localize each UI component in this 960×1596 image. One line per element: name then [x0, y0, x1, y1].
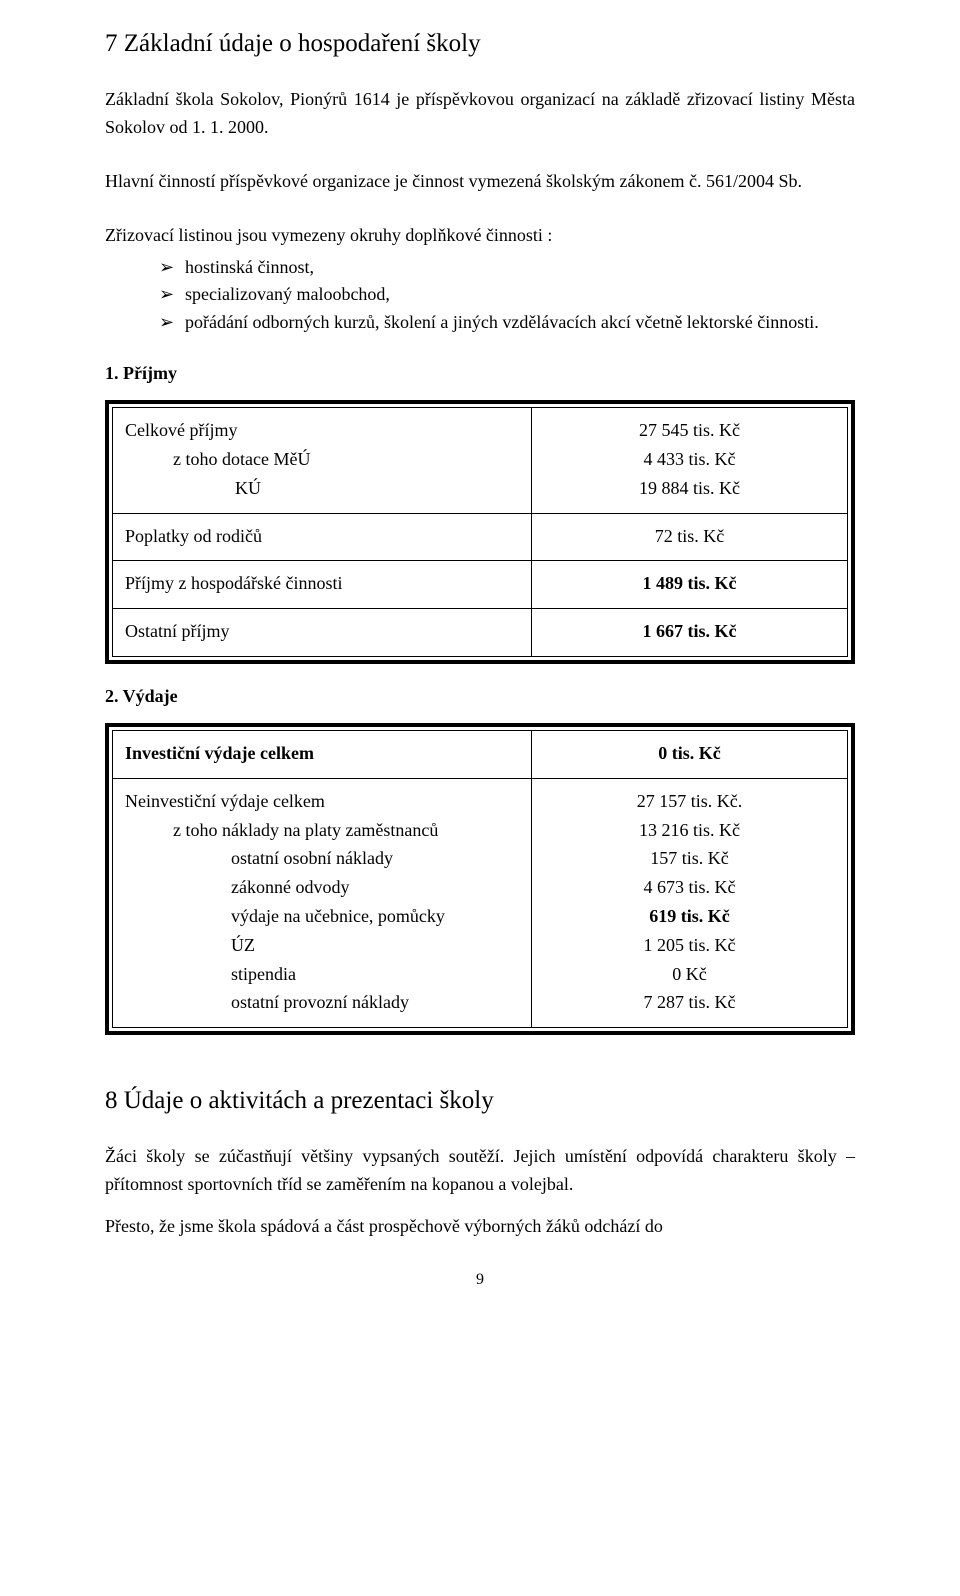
income-label: Celkové příjmy	[125, 416, 519, 445]
expense-value: 0 tis. Kč	[544, 739, 835, 768]
section8-title: 8 Údaje o aktivitách a prezentaci školy	[105, 1087, 855, 1115]
expense-label: ostatní osobní náklady	[125, 844, 519, 873]
income-value: 1 489 tis. Kč	[544, 569, 835, 598]
expense-label: zákonné odvody	[125, 873, 519, 902]
income-label: KÚ	[125, 474, 519, 503]
expense-value: 157 tis. Kč	[544, 844, 835, 873]
expense-label: z toho náklady na platy zaměstnanců	[125, 816, 519, 845]
section7-title: 7 Základní údaje o hospodaření školy	[105, 30, 855, 58]
income-value: 4 433 tis. Kč	[544, 445, 835, 474]
expense-value: 619 tis. Kč	[544, 902, 835, 931]
expense-label: ÚZ	[125, 931, 519, 960]
section8-p1: Žáci školy se zúčastňují většiny vypsaný…	[105, 1143, 855, 1199]
expense-label: Investiční výdaje celkem	[125, 739, 519, 768]
bullet-item: specializovaný maloobchod,	[159, 281, 855, 309]
expense-heading: 2. Výdaje	[105, 686, 855, 707]
section7-p1: Základní škola Sokolov, Pionýrů 1614 je …	[105, 86, 855, 142]
page-number: 9	[105, 1271, 855, 1289]
expense-value: 13 216 tis. Kč	[544, 816, 835, 845]
expense-label: stipendia	[125, 960, 519, 989]
bullets-list: hostinská činnost, specializovaný maloob…	[105, 254, 855, 338]
income-heading: 1. Příjmy	[105, 363, 855, 384]
income-value: 19 884 tis. Kč	[544, 474, 835, 503]
income-value: 27 545 tis. Kč	[544, 416, 835, 445]
bullets-intro: Zřizovací listinou jsou vymezeny okruhy …	[105, 222, 855, 250]
income-label: Příjmy z hospodářské činnosti	[125, 569, 519, 598]
expense-value: 4 673 tis. Kč	[544, 873, 835, 902]
expense-table: Investiční výdaje celkem 0 tis. Kč Neinv…	[105, 723, 855, 1035]
expense-label: výdaje na učebnice, pomůcky	[125, 902, 519, 931]
expense-label: Neinvestiční výdaje celkem	[125, 787, 519, 816]
expense-value: 1 205 tis. Kč	[544, 931, 835, 960]
expense-value: 7 287 tis. Kč	[544, 988, 835, 1017]
bullet-item: pořádání odborných kurzů, školení a jiný…	[159, 309, 855, 337]
income-value: 72 tis. Kč	[544, 522, 835, 551]
expense-value: 27 157 tis. Kč.	[544, 787, 835, 816]
expense-label: ostatní provozní náklady	[125, 988, 519, 1017]
income-label: Poplatky od rodičů	[125, 522, 519, 551]
expense-value: 0 Kč	[544, 960, 835, 989]
income-label: Ostatní příjmy	[125, 617, 519, 646]
section7-p2: Hlavní činností příspěvkové organizace j…	[105, 168, 855, 196]
income-label: z toho dotace MěÚ	[125, 445, 519, 474]
income-table: Celkové příjmy z toho dotace MěÚ KÚ 27 5…	[105, 400, 855, 664]
income-value: 1 667 tis. Kč	[544, 617, 835, 646]
section8-p2: Přesto, že jsme škola spádová a část pro…	[105, 1213, 855, 1241]
bullet-item: hostinská činnost,	[159, 254, 855, 282]
